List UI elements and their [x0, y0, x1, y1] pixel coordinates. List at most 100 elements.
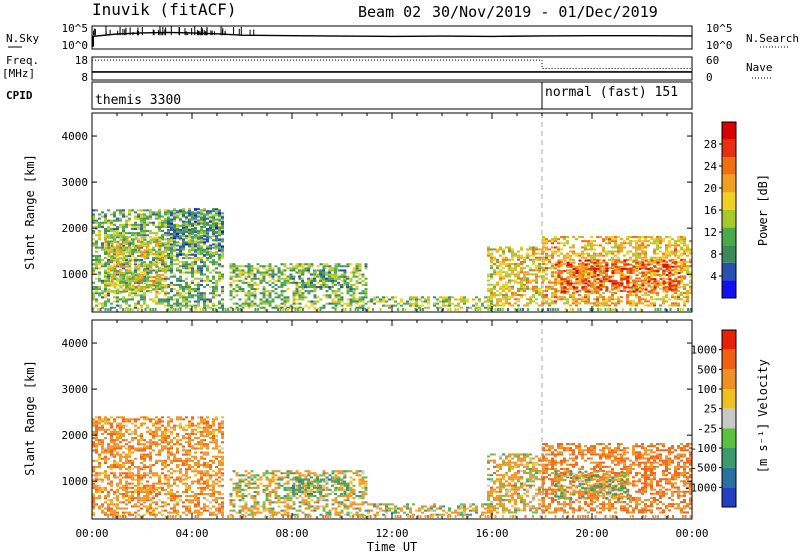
- echo-cell: [638, 298, 641, 301]
- echo-cell: [185, 237, 188, 240]
- echo-cell: [113, 271, 117, 274]
- echo-cell: [167, 254, 170, 257]
- echo-cell: [668, 240, 671, 243]
- echo-cell: [140, 490, 143, 493]
- echo-cell: [334, 308, 337, 311]
- echo-cell: [280, 271, 284, 274]
- station-title: Inuvik (fitACF): [92, 0, 237, 19]
- echo-cell: [179, 242, 182, 245]
- echo-cell: [92, 420, 95, 423]
- echo-cell: [179, 294, 182, 297]
- echo-cell: [590, 286, 594, 289]
- echo-cell: [523, 267, 526, 270]
- echo-cell: [107, 507, 110, 510]
- echo-cell: [542, 246, 545, 249]
- echo-cell: [325, 271, 328, 274]
- echo-cell: [140, 296, 143, 299]
- echo-cell: [177, 308, 179, 311]
- echo-cell: [229, 306, 233, 309]
- echo-cell: [95, 254, 98, 257]
- echo-cell: [209, 257, 212, 260]
- echo-cell: [283, 281, 287, 284]
- echo-cell: [647, 284, 651, 287]
- echo-cell: [280, 294, 284, 297]
- echo-cell: [158, 284, 162, 287]
- echo-cell: [677, 302, 680, 305]
- echo-cell: [161, 259, 165, 262]
- echo-cell: [593, 304, 596, 307]
- echo-cell: [212, 252, 215, 255]
- echo-cell: [505, 302, 508, 305]
- echo-cell: [128, 249, 132, 252]
- echo-cell: [125, 263, 128, 266]
- echo-cell: [566, 265, 570, 268]
- echo-cell: [188, 208, 191, 211]
- echo-cell: [587, 277, 590, 280]
- echo-cell: [526, 273, 529, 276]
- echo-cell: [185, 300, 188, 303]
- echo-cell: [346, 290, 350, 293]
- echo-cell: [629, 286, 633, 289]
- echo-cell: [292, 298, 296, 301]
- echo-cell: [134, 511, 137, 514]
- echo-cell: [98, 277, 101, 280]
- echo-cell: [113, 230, 116, 233]
- echo-cell: [647, 271, 651, 274]
- echo-cell: [155, 493, 158, 496]
- echo-cell: [155, 234, 158, 237]
- echo-cell: [265, 271, 269, 274]
- echo-cell: [517, 275, 520, 278]
- echo-cell: [158, 298, 161, 301]
- echo-cell: [200, 296, 203, 299]
- echo-cell: [122, 420, 125, 423]
- echo-cell: [155, 441, 158, 444]
- echo-cell: [194, 234, 197, 237]
- echo-cell: [620, 275, 623, 278]
- echo-cell: [490, 289, 493, 292]
- echo-cell: [253, 273, 257, 276]
- echo-cell: [95, 484, 98, 487]
- echo-cell: [92, 306, 95, 309]
- echo-cell: [575, 267, 579, 270]
- echo-cell: [209, 286, 212, 289]
- echo-cell: [650, 242, 653, 245]
- echo-cell: [523, 258, 526, 261]
- echo-cell: [134, 269, 137, 272]
- echo-cell: [212, 228, 215, 231]
- echo-cell: [523, 279, 526, 282]
- echo-cell: [629, 236, 632, 239]
- echo-cell: [200, 212, 203, 215]
- echo-cell: [484, 300, 487, 303]
- echo-cell: [200, 235, 203, 238]
- echo-cell: [107, 418, 110, 421]
- echo-cell: [107, 493, 110, 496]
- y-tick-label: 3000: [62, 176, 89, 189]
- echo-cell: [149, 432, 152, 435]
- echo-cell: [191, 238, 194, 241]
- echo-cell: [298, 271, 302, 274]
- echo-cell: [244, 300, 248, 303]
- echo-cell: [128, 470, 131, 473]
- echo-cell: [218, 218, 221, 221]
- echo-cell: [155, 453, 158, 456]
- echo-cell: [197, 212, 200, 215]
- echo-cell: [128, 513, 131, 516]
- echo-cell: [656, 280, 660, 283]
- echo-cell: [665, 265, 669, 268]
- echo-cell: [280, 286, 284, 289]
- echo-cell: [110, 306, 113, 309]
- echo-cell: [680, 238, 683, 241]
- echo-cell: [508, 246, 511, 249]
- echo-cell: [641, 265, 645, 268]
- echo-cell: [140, 416, 143, 419]
- echo-cell: [244, 275, 248, 278]
- echo-cell: [232, 279, 236, 282]
- echo-cell: [203, 265, 206, 268]
- echo-cell: [551, 285, 554, 288]
- echo-cell: [137, 509, 140, 512]
- echo-cell: [617, 282, 621, 285]
- echo-cell: [641, 287, 644, 290]
- echo-cell: [346, 298, 350, 301]
- power-x-ticks: [91, 113, 693, 312]
- echo-cell: [98, 238, 101, 241]
